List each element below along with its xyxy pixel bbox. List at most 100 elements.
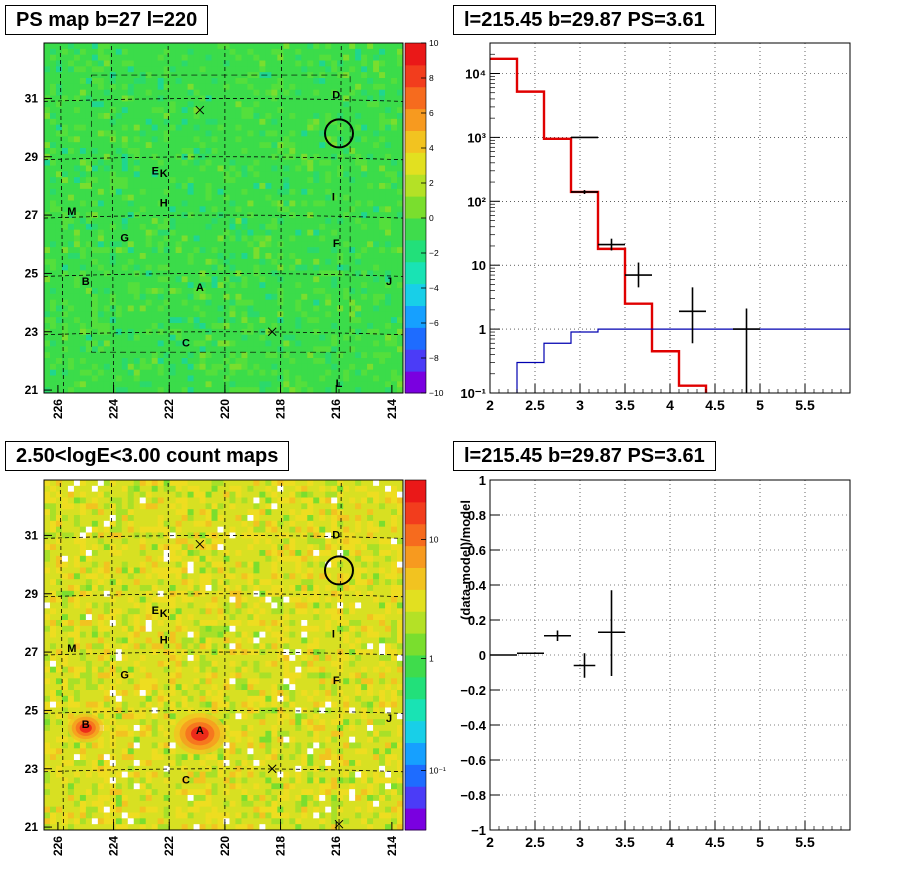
map-pixel — [331, 66, 338, 73]
map-pixel — [133, 194, 141, 201]
map-pixel — [79, 165, 87, 172]
map-pixel — [109, 188, 117, 196]
map-pixel — [379, 258, 386, 266]
map-pixel — [283, 101, 290, 108]
map-pixel — [109, 148, 117, 155]
map-pixel — [109, 101, 117, 108]
map-pixel — [253, 323, 260, 330]
map-pixel — [331, 148, 338, 155]
map-pixel — [55, 509, 63, 516]
map-pixel — [73, 328, 81, 336]
map-pixel — [343, 387, 350, 394]
map-pixel — [319, 288, 326, 295]
map-pixel — [259, 165, 266, 172]
map-pixel — [55, 666, 63, 673]
map-pixel — [109, 771, 117, 778]
map-pixel — [265, 387, 272, 394]
map-pixel — [391, 328, 398, 336]
map-pixel — [121, 387, 129, 394]
map-pixel — [121, 684, 129, 691]
map-pixel — [169, 124, 177, 131]
map-pixel — [289, 299, 296, 306]
map-pixel — [235, 352, 242, 359]
map-pixel — [127, 625, 135, 633]
map-pixel — [91, 579, 99, 586]
map-pixel — [271, 188, 278, 196]
map-pixel — [175, 136, 183, 143]
map-pixel — [379, 107, 386, 114]
map-pixel — [343, 54, 350, 61]
map-pixel — [151, 695, 159, 703]
colorbar-tick-label: 6 — [429, 108, 434, 118]
map-pixel — [379, 299, 386, 306]
map-pixel — [44, 783, 51, 790]
map-pixel — [259, 369, 266, 376]
map-pixel — [127, 288, 135, 295]
map-pixel — [121, 777, 129, 784]
map-pixel — [44, 346, 51, 353]
map-pixel — [49, 113, 57, 120]
map-pixel — [199, 159, 207, 166]
map-pixel — [349, 282, 356, 289]
map-pixel — [61, 72, 69, 79]
map-pixel — [277, 218, 284, 225]
map-pixel — [295, 253, 302, 260]
map-pixel — [79, 113, 87, 120]
map-pixel — [61, 171, 69, 178]
map-pixel — [163, 323, 171, 330]
map-pixel — [73, 777, 81, 784]
map-pixel — [103, 532, 111, 539]
map-pixel — [199, 118, 207, 126]
map-pixel — [265, 247, 272, 254]
map-pixel — [379, 54, 386, 61]
map-pixel — [397, 107, 404, 114]
map-pixel — [73, 247, 81, 254]
map-pixel — [343, 270, 350, 277]
map-pixel — [163, 247, 171, 254]
map-pixel — [295, 83, 302, 91]
map-pixel — [151, 317, 159, 324]
map-pixel — [355, 235, 362, 242]
map-pixel — [44, 520, 51, 528]
map-pixel — [181, 148, 189, 155]
map-pixel — [397, 194, 404, 201]
map-pixel — [133, 736, 141, 743]
map-pixel — [397, 183, 404, 190]
map-pixel — [229, 253, 236, 260]
map-pixel — [121, 538, 129, 545]
map-pixel — [295, 387, 302, 394]
map-pixel — [301, 159, 308, 166]
map-pixel — [217, 276, 224, 283]
map-pixel — [67, 795, 75, 802]
map-pixel — [109, 293, 117, 301]
map-pixel — [109, 223, 117, 231]
map-pixel — [103, 358, 111, 365]
map-pixel — [187, 113, 195, 120]
map-pixel — [361, 270, 368, 277]
map-pixel — [109, 66, 117, 73]
map-pixel — [91, 590, 99, 598]
map-pixel — [193, 48, 201, 56]
map-pixel — [295, 375, 302, 382]
map-pixel — [337, 323, 344, 330]
map-pixel — [91, 334, 99, 341]
map-pixel — [241, 288, 248, 295]
map-pixel — [79, 136, 87, 143]
map-pixel — [55, 148, 63, 155]
map-pixel — [181, 218, 189, 225]
map-pixel — [391, 369, 398, 376]
map-pixel — [301, 387, 308, 394]
map-pixel — [283, 375, 290, 382]
map-pixel — [397, 387, 404, 394]
map-pixel — [139, 43, 147, 50]
map-pixel — [115, 212, 123, 219]
map-pixel — [115, 177, 123, 184]
map-pixel — [265, 218, 272, 225]
map-pixel — [133, 707, 141, 714]
map-pixel — [91, 754, 99, 761]
map-pixel — [97, 532, 105, 539]
map-pixel — [121, 346, 129, 353]
map-pixel — [151, 293, 159, 301]
map-pixel — [55, 532, 63, 539]
map-pixel — [61, 43, 69, 50]
